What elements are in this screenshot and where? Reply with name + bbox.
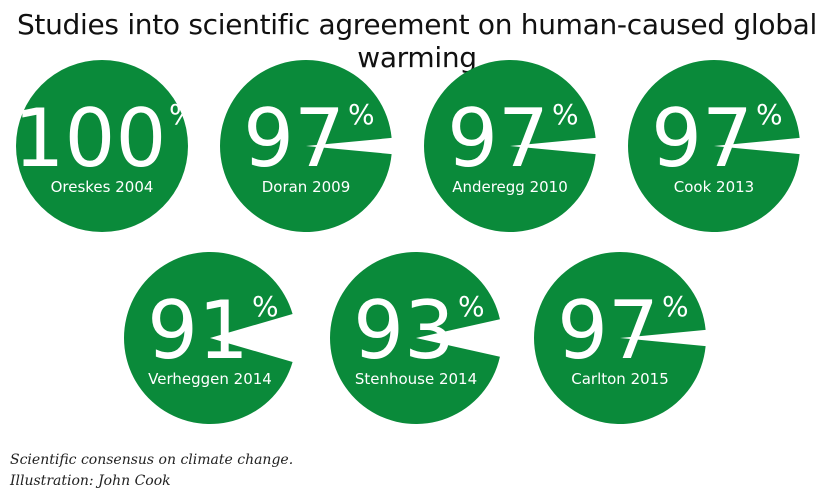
study-anderegg-2010: 97 % Anderegg 2010 <box>424 60 596 233</box>
pie-slice-oreskes-2004 <box>16 60 188 232</box>
image-caption: Scientific consensus on climate change. … <box>10 450 293 492</box>
chart-title: Studies into scientific agreement on hum… <box>16 8 818 74</box>
study-verheggen-2014: 91 % Verheggen 2014 <box>124 252 293 425</box>
caption-credit: Illustration: John Cook <box>10 473 171 489</box>
percent-sign: % <box>756 98 783 131</box>
study-label: Verheggen 2014 <box>148 370 272 388</box>
study-oreskes-2004: 100 % Oreskes 2004 <box>14 60 196 232</box>
percent-sign: % <box>552 98 579 131</box>
percent-value: 97 <box>557 284 659 377</box>
study-carlton-2015: 97 % Carlton 2015 <box>534 251 706 424</box>
pie-slice-carlton-2015 <box>534 251 706 424</box>
pie-slice-cook-2013 <box>628 60 800 233</box>
caption-line-1: Scientific consensus on climate change. <box>10 452 294 468</box>
percent-sign: % <box>662 290 689 323</box>
percent-value: 97 <box>243 92 345 185</box>
study-label: Doran 2009 <box>262 178 351 196</box>
percent-sign: % <box>252 290 279 323</box>
pie-slice-doran-2009 <box>220 60 392 233</box>
percent-value: 91 <box>147 284 249 377</box>
percent-sign: % <box>169 98 196 131</box>
percent-value: 97 <box>651 92 753 185</box>
percent-sign: % <box>458 290 485 323</box>
percent-sign: % <box>348 98 375 131</box>
pie-slice-verheggen-2014 <box>124 252 293 425</box>
study-label: Cook 2013 <box>674 178 754 196</box>
percent-value: 93 <box>353 284 455 377</box>
pie-slice-stenhouse-2014 <box>330 252 500 424</box>
study-doran-2009: 97 % Doran 2009 <box>220 60 392 233</box>
study-cook-2013: 97 % Cook 2013 <box>628 60 800 233</box>
study-label: Oreskes 2004 <box>51 178 154 196</box>
study-stenhouse-2014: 93 % Stenhouse 2014 <box>330 252 500 424</box>
study-label: Anderegg 2010 <box>452 178 568 196</box>
study-label: Stenhouse 2014 <box>355 370 477 388</box>
percent-value: 100 <box>14 92 167 185</box>
pie-slice-anderegg-2010 <box>424 60 596 233</box>
percent-value: 97 <box>447 92 549 185</box>
study-label: Carlton 2015 <box>571 370 669 388</box>
